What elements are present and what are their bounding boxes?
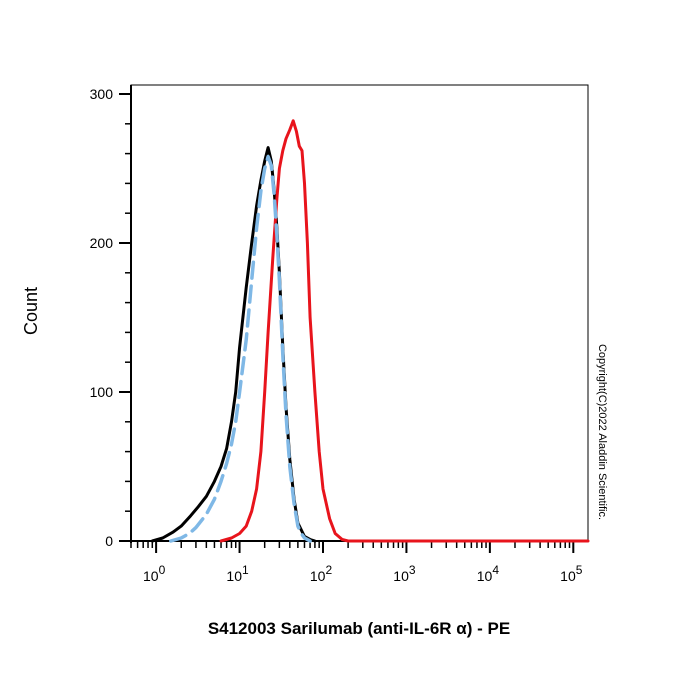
x-tick-label: 100 — [143, 563, 166, 584]
y-tick-label: 100 — [90, 384, 114, 400]
y-axis-title: Count — [21, 287, 41, 335]
plot-frame — [130, 84, 589, 542]
y-tick-label: 300 — [90, 86, 114, 102]
series-layer — [150, 119, 590, 543]
histogram-series-2 — [169, 154, 312, 543]
y-axis: 0 100 200 300 — [90, 85, 132, 549]
y-tick-label: 200 — [90, 235, 114, 251]
histogram-series-1 — [150, 146, 317, 543]
histogram-series-3 — [219, 119, 590, 543]
x-tick-label: 101 — [226, 563, 249, 584]
x-tick-label: 102 — [310, 563, 333, 584]
x-axis-title: S412003 Sarilumab (anti-IL-6R α) - PE — [208, 619, 510, 638]
x-tick-label: 105 — [560, 563, 583, 584]
copyright-annotation: Copyright(C)2022 Aladdin Scientific. — [596, 344, 608, 520]
x-tick-label: 104 — [477, 563, 500, 584]
y-tick-label: 0 — [105, 533, 113, 549]
x-axis: 100 101 102 103 104 105 — [130, 540, 588, 584]
x-tick-label: 103 — [393, 563, 416, 584]
